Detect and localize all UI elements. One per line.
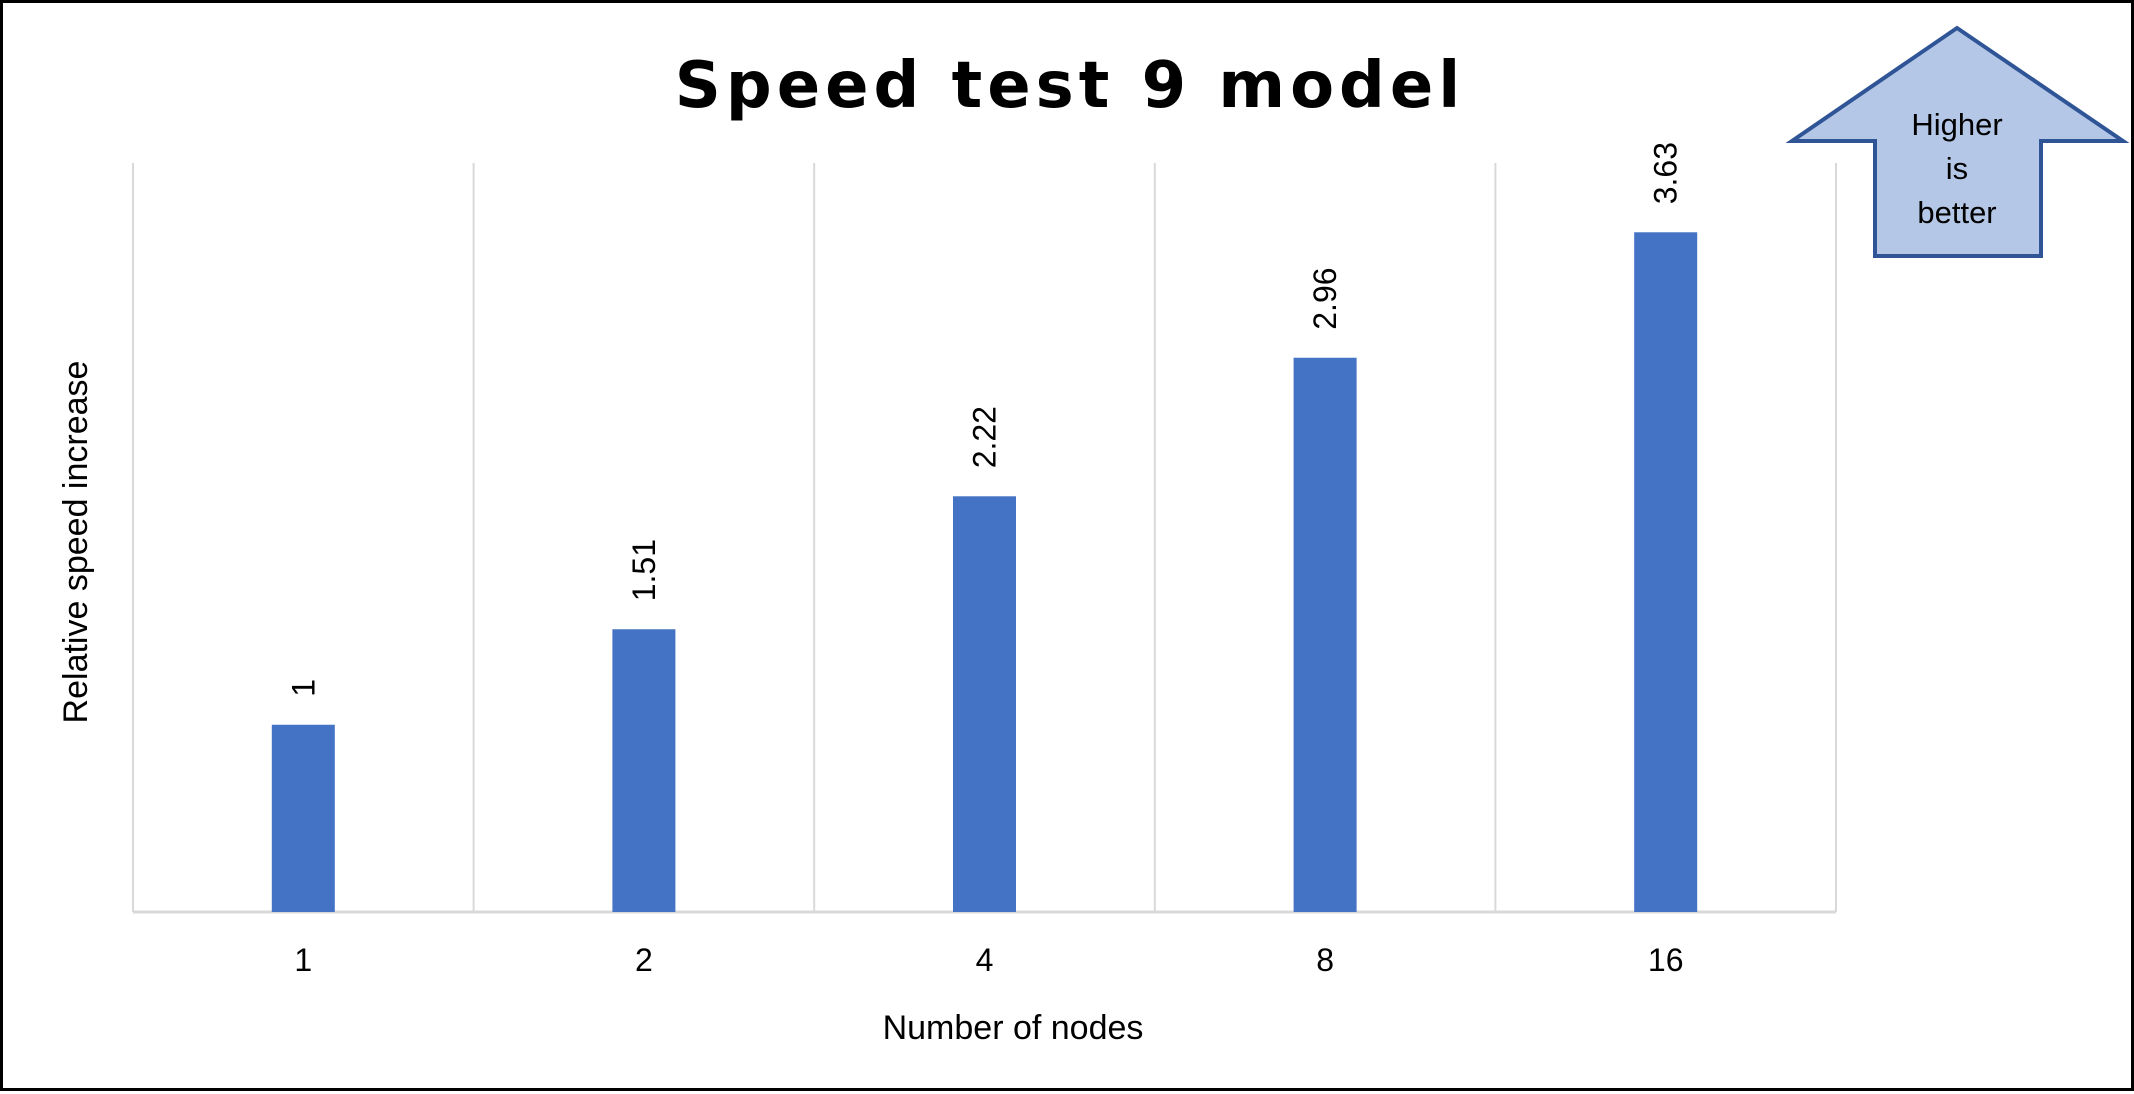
- data-label-16: 3.63: [1648, 142, 1684, 204]
- x-tick-1: 1: [294, 942, 312, 978]
- chart-title: Speed test 9 model: [675, 49, 1465, 123]
- higher-is-better-callout: Higher is better: [1785, 25, 2130, 258]
- bar-8: [1293, 357, 1357, 912]
- callout-line-1: Higher: [1911, 107, 2002, 142]
- bar-16: [1634, 232, 1698, 913]
- data-label-4: 2.22: [967, 406, 1003, 468]
- data-labels: 1 1.51 2.22 2.96 3.63: [285, 142, 1683, 697]
- bar-2: [612, 629, 676, 912]
- x-tick-2: 2: [635, 942, 653, 978]
- x-axis-title: Number of nodes: [883, 1009, 1144, 1047]
- up-arrow-icon: [1785, 25, 2130, 258]
- callout-line-3: better: [1917, 195, 1996, 230]
- callout-line-2: is: [1946, 151, 1968, 186]
- bar-4: [953, 496, 1016, 912]
- data-label-2: 1.51: [626, 539, 662, 601]
- x-tick-labels: 1 2 4 8 16: [294, 942, 1683, 978]
- bar-chart: Speed test 9 model 1 1.51 2.22 2.96 3.63 1 2 4…: [57, 25, 2130, 1047]
- x-tick-4: 4: [976, 942, 994, 978]
- x-tick-16: 16: [1648, 942, 1684, 978]
- bar-1: [271, 724, 335, 912]
- y-axis-title: Relative speed increase: [57, 361, 95, 724]
- data-label-8: 2.96: [1307, 267, 1343, 329]
- data-label-1: 1: [285, 679, 321, 697]
- x-tick-8: 8: [1316, 942, 1334, 978]
- bars: [271, 232, 1698, 913]
